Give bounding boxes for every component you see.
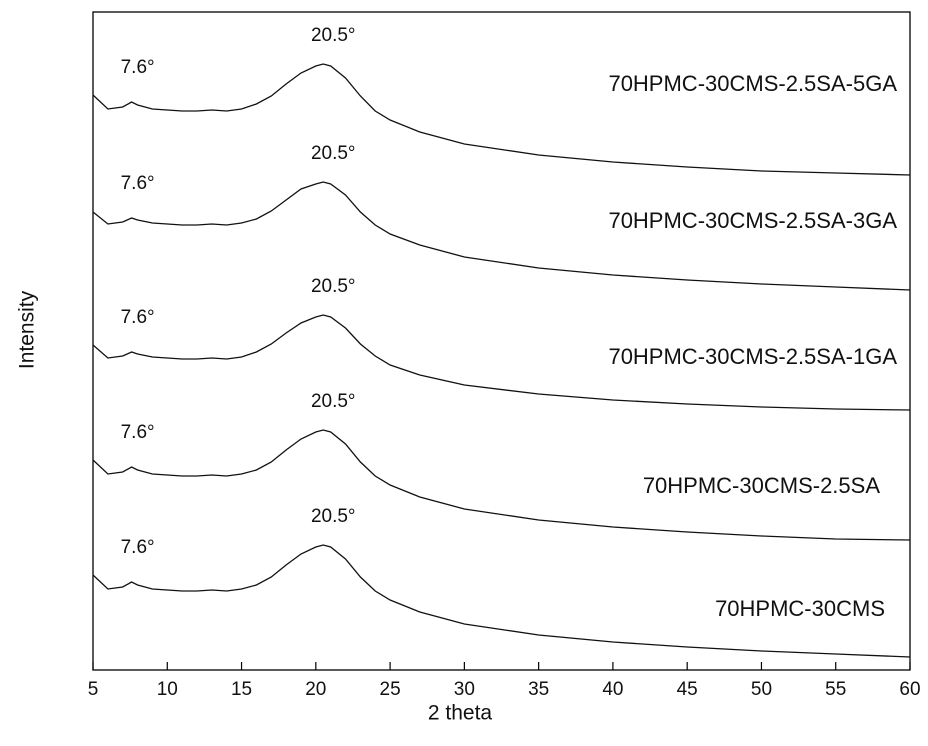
- series-line: [92, 314, 911, 411]
- x-tick-label: 5: [88, 679, 99, 700]
- series-name: 70HPMC-30CMS-2.5SA: [643, 473, 881, 498]
- x-tick-label: 55: [825, 679, 846, 700]
- series-line: [92, 181, 911, 291]
- x-tick-label: 10: [157, 679, 178, 700]
- series-name: 70HPMC-30CMS-2.5SA-1GA: [608, 344, 897, 369]
- peak-label: 20.5°: [311, 25, 356, 46]
- series-name: 70HPMC-30CMS-2.5SA-5GA: [608, 71, 897, 96]
- peak-label: 7.6°: [121, 307, 155, 328]
- series-name: 70HPMC-30CMS: [715, 596, 885, 621]
- x-tick-label: 50: [751, 679, 772, 700]
- series-line: [92, 63, 911, 176]
- x-tick-label: 40: [602, 679, 623, 700]
- peak-label: 20.5°: [311, 276, 356, 297]
- x-tick-label: 35: [528, 679, 549, 700]
- x-tick-label: 45: [677, 679, 698, 700]
- series-line: [92, 544, 911, 658]
- peak-label: 20.5°: [311, 391, 356, 412]
- plot-frame: [92, 11, 911, 671]
- peak-label: 7.6°: [121, 422, 155, 443]
- x-tick-label: 30: [454, 679, 475, 700]
- x-axis-label: 2 theta: [428, 702, 493, 725]
- peak-label: 20.5°: [311, 143, 356, 164]
- y-axis-label: Intensity: [16, 290, 39, 369]
- x-tick-label: 20: [305, 679, 326, 700]
- series-name: 70HPMC-30CMS-2.5SA-3GA: [608, 208, 897, 233]
- peak-label: 20.5°: [311, 506, 356, 527]
- x-tick-label: 25: [380, 679, 401, 700]
- peak-label: 7.6°: [121, 173, 155, 194]
- peak-label: 7.6°: [121, 537, 155, 558]
- x-tick-label: 15: [231, 679, 252, 700]
- peak-label: 7.6°: [121, 57, 155, 78]
- x-tick-label: 60: [899, 679, 920, 700]
- series-line: [92, 429, 911, 541]
